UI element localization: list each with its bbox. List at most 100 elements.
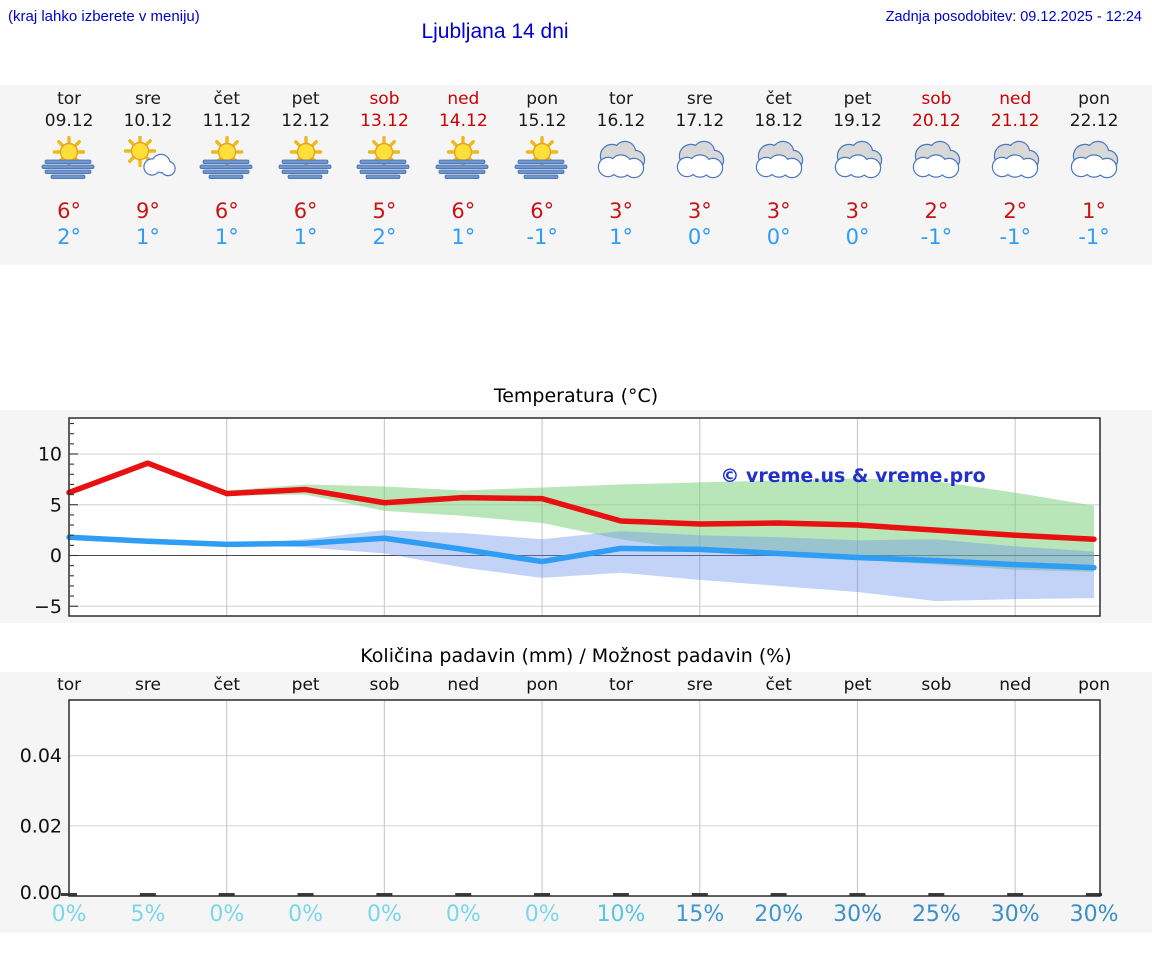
precip-day-label: pet <box>291 675 320 695</box>
precip-bar <box>139 893 156 896</box>
cloudy-icon <box>992 140 1040 179</box>
high-temp-label: 6° <box>451 199 476 223</box>
sun-fog-icon <box>435 136 489 179</box>
day-name-label: tor <box>608 89 634 109</box>
low-temp-label: -1° <box>1078 225 1110 249</box>
precip-ytick-label: 0.02 <box>20 815 62 837</box>
precip-day-label: čet <box>213 675 241 695</box>
day-date-label: 09.12 <box>44 111 94 131</box>
last-update-text: Zadnja posodobitev: 09.12.2025 - 12:24 <box>885 9 1142 25</box>
day-date-label: 17.12 <box>675 111 725 131</box>
precipitation-chart-svg: 0.04 0.02 0.00 <box>20 699 1102 904</box>
temp-ytick-label: −5 <box>34 596 62 618</box>
precip-day-label: tor <box>608 675 634 695</box>
precipitation-chart-title: Količina padavin (mm) / Možnost padavin … <box>360 645 792 667</box>
precip-bar <box>612 893 629 896</box>
precip-day-label: pon <box>1078 675 1111 695</box>
precip-day-label: sre <box>134 675 161 695</box>
day-date-label: 14.12 <box>438 111 488 131</box>
precip-bar <box>455 893 472 896</box>
min-temp-line <box>66 534 1097 571</box>
precip-day-label: tor <box>57 675 82 695</box>
day-date-label: 15.12 <box>517 111 567 131</box>
forecast-day: čet 11.12 6° 1° <box>187 88 266 250</box>
precip-day-label: ned <box>999 675 1032 695</box>
min-temp-range-band <box>69 530 1094 602</box>
day-date-label: 20.12 <box>912 111 961 131</box>
cloudy-icon <box>755 140 803 179</box>
precip-probability-label: 20% <box>754 902 804 927</box>
precip-ytick-label: 0.04 <box>20 745 62 767</box>
max-temp-line <box>66 460 1097 543</box>
high-temp-label: 3° <box>845 199 870 223</box>
high-temp-label: 3° <box>687 199 712 223</box>
precip-bar <box>376 893 393 896</box>
sun-fog-icon <box>278 136 332 179</box>
day-date-label: 13.12 <box>360 111 409 131</box>
high-temp-label: 2° <box>924 199 949 223</box>
day-name-label: sob <box>921 89 952 109</box>
precip-probability-label: 5% <box>130 902 166 927</box>
precip-probability-label: 10% <box>596 902 646 927</box>
page-title: Ljubljana 14 dni <box>421 20 569 43</box>
cloudy-icon <box>913 140 961 179</box>
precip-bar <box>218 893 235 896</box>
precip-bar <box>928 893 945 896</box>
precip-probability-label: 0% <box>209 902 245 927</box>
day-name-label: pon <box>526 89 559 109</box>
precip-probability-label: 0% <box>524 902 560 927</box>
day-name-label: ned <box>999 89 1032 109</box>
low-temp-label: -1° <box>999 225 1031 249</box>
sun-fog-icon <box>199 136 253 179</box>
low-temp-label: 1° <box>609 225 633 249</box>
forecast-day: pet 19.12 3° 0° <box>818 88 897 250</box>
high-temp-label: 6° <box>293 199 318 223</box>
temp-ytick-label: 10 <box>38 444 62 466</box>
precip-day-label: sre <box>686 675 713 695</box>
menu-hint-text: (kraj lahko izberete v meniju) <box>8 8 200 25</box>
day-date-label: 22.12 <box>1069 111 1119 131</box>
high-temp-label: 6° <box>57 199 82 223</box>
precip-bar <box>1085 893 1102 896</box>
low-temp-label: 1° <box>136 225 160 249</box>
low-temp-label: 1° <box>451 225 476 249</box>
forecast-day: ned 14.12 6° 1° <box>424 88 503 250</box>
low-temp-label: -1° <box>526 225 558 249</box>
precip-probability-label: 0% <box>367 902 402 927</box>
day-name-label: sre <box>686 89 713 109</box>
precip-probability-label: 30% <box>990 902 1040 927</box>
high-temp-label: 1° <box>1082 199 1107 223</box>
low-temp-label: 0° <box>766 225 791 249</box>
sun-fog-icon <box>514 136 568 179</box>
forecast-day: sre 17.12 3° 0° <box>660 88 739 250</box>
precip-day-label: pet <box>843 675 872 695</box>
forecast-strip: tor 09.12 6° 2° sre 10.12 9° 1° čet 11.12 6° 1° pet 1… <box>0 85 1152 265</box>
temperature-chart: 10 5 0 −5 © vreme.us & vreme.pro <box>0 410 1152 623</box>
precip-day-label: pon <box>526 675 559 695</box>
low-temp-label: 1° <box>293 225 318 249</box>
day-date-label: 12.12 <box>281 111 330 131</box>
day-date-label: 11.12 <box>202 111 252 131</box>
precip-probability-label: 0% <box>51 902 87 927</box>
day-name-label: ned <box>447 89 480 109</box>
sun-fog-icon <box>357 136 410 179</box>
day-date-label: 21.12 <box>990 111 1040 131</box>
precip-probability-label: 0% <box>445 902 481 927</box>
day-name-label: pon <box>1078 89 1111 109</box>
low-temp-label: 1° <box>214 225 239 249</box>
forecast-day: čet 18.12 3° 0° <box>739 88 818 250</box>
cloudy-icon <box>676 140 725 179</box>
precip-day-label: sob <box>921 675 952 695</box>
day-name-label: sre <box>134 89 161 109</box>
temp-ytick-label: 5 <box>50 494 62 516</box>
low-temp-label: -1° <box>920 225 953 249</box>
temperature-chart-title: Temperatura (°C) <box>493 385 659 407</box>
precip-bar <box>691 893 708 896</box>
temp-ytick-label: 0 <box>50 545 62 567</box>
day-date-label: 18.12 <box>754 111 804 131</box>
precip-probability-label: 30% <box>833 902 882 927</box>
precipitation-chart: 0.04 0.02 0.00 tor 0% sre 5% čet 0% pet 0% sob 0% ne… <box>0 672 1152 933</box>
forecast-day: tor 09.12 6° 2° <box>30 88 109 250</box>
precip-probability-label: 30% <box>1069 902 1119 927</box>
